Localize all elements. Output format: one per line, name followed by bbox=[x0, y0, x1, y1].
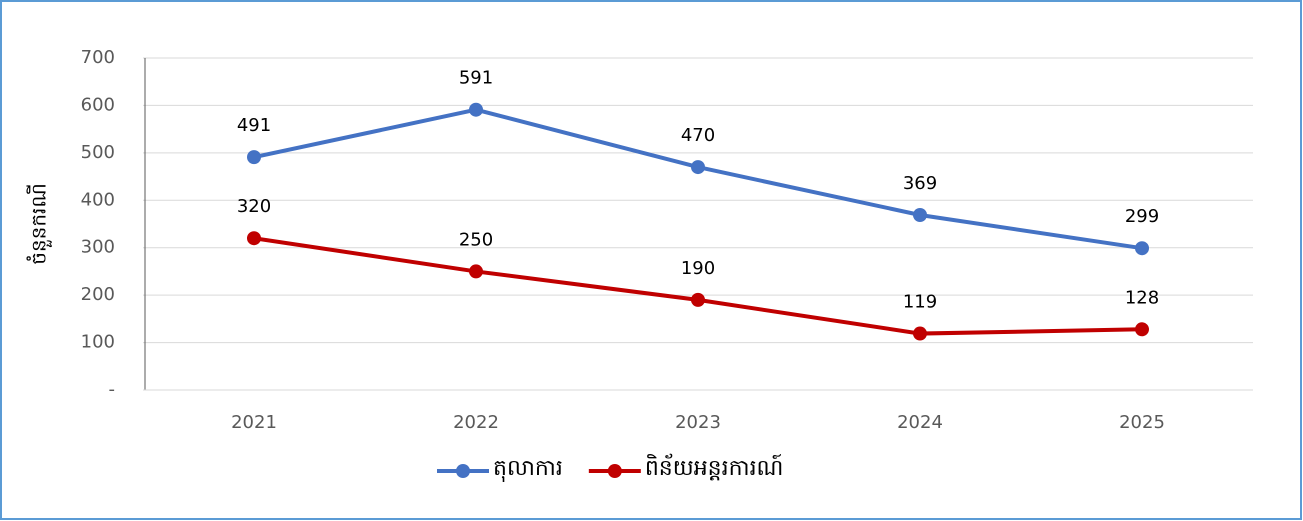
point bbox=[1135, 241, 1149, 256]
point bbox=[913, 207, 927, 222]
legend-marker bbox=[607, 464, 622, 478]
x-tick-label: 2024 bbox=[897, 412, 943, 433]
y-tick-label: - bbox=[109, 379, 116, 400]
point bbox=[469, 102, 483, 117]
x-tick-label: 2022 bbox=[453, 412, 499, 433]
data-label: 591 bbox=[459, 68, 493, 89]
y-tick-label: 200 bbox=[81, 284, 115, 305]
point bbox=[247, 231, 261, 246]
point bbox=[913, 326, 927, 341]
legend-label: តុលាការ bbox=[493, 456, 563, 482]
data-label: 470 bbox=[681, 125, 715, 146]
data-label: 491 bbox=[237, 115, 271, 136]
y-tick-label: 300 bbox=[81, 237, 115, 258]
point bbox=[1135, 322, 1149, 337]
y-tick-label: 500 bbox=[81, 142, 115, 163]
point bbox=[691, 160, 705, 175]
y-tick-label: 600 bbox=[81, 94, 115, 115]
point bbox=[469, 264, 483, 279]
data-label: 190 bbox=[681, 258, 715, 279]
y-tick-label: 400 bbox=[81, 189, 115, 210]
legend-label: ពិន័យអន្តរការណ៍ bbox=[645, 453, 784, 481]
data-label: 369 bbox=[903, 173, 937, 194]
y-axis-label: ចំនួនករណី bbox=[26, 183, 53, 265]
x-tick-label: 2023 bbox=[675, 412, 721, 433]
data-label: 250 bbox=[459, 229, 493, 250]
data-label: 320 bbox=[237, 196, 271, 217]
data-label: 128 bbox=[1125, 287, 1159, 308]
point bbox=[691, 292, 705, 307]
y-tick-label: 700 bbox=[81, 47, 115, 68]
x-tick-label: 2025 bbox=[1119, 412, 1165, 433]
data-label: 299 bbox=[1125, 206, 1159, 227]
y-tick-label: 100 bbox=[81, 332, 115, 353]
x-tick-label: 2021 bbox=[231, 412, 277, 433]
data-label: 119 bbox=[903, 292, 937, 313]
legend-marker bbox=[456, 464, 470, 478]
point bbox=[247, 150, 261, 165]
